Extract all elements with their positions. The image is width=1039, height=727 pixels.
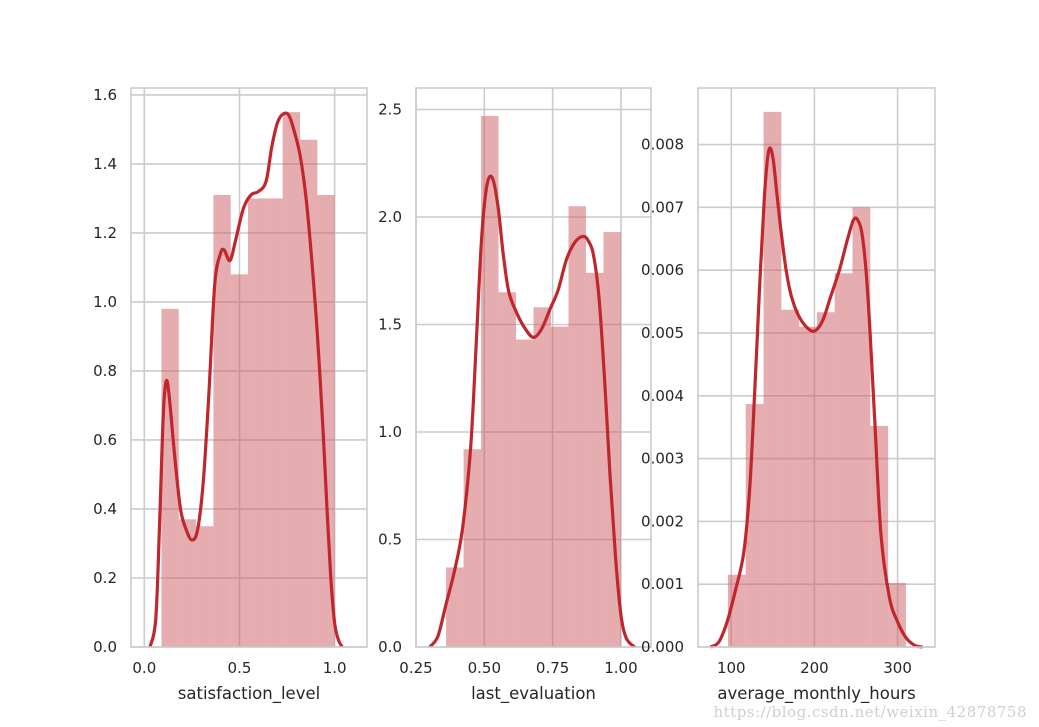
histogram-bar bbox=[196, 526, 214, 647]
histogram-bar bbox=[763, 111, 782, 647]
histogram-bar bbox=[870, 425, 889, 647]
y-tick-label: 2.0 bbox=[378, 208, 402, 226]
axes-frame bbox=[415, 87, 652, 648]
x-tick-label: 200 bbox=[800, 659, 829, 677]
y-tick-label: 0.004 bbox=[641, 387, 684, 405]
axes-frame bbox=[130, 87, 368, 648]
x-axis-label: satisfaction_level bbox=[178, 684, 320, 704]
y-tick-label: 0.000 bbox=[641, 638, 684, 656]
histogram-bar bbox=[533, 307, 551, 647]
y-tick-label: 0.0 bbox=[378, 638, 402, 656]
y-tick-label: 0.0 bbox=[93, 638, 117, 656]
kde-curve bbox=[428, 174, 636, 649]
axes-frame bbox=[697, 87, 936, 648]
y-tick-label: 2.5 bbox=[378, 101, 402, 119]
x-tick-label: 1.0 bbox=[323, 659, 347, 677]
histogram-bar bbox=[603, 232, 621, 648]
y-tick-label: 1.4 bbox=[93, 155, 117, 173]
x-tick-label: 100 bbox=[717, 659, 746, 677]
x-tick-label: 1.00 bbox=[604, 659, 637, 677]
kde-curve bbox=[709, 146, 923, 649]
histogram-bar bbox=[265, 198, 283, 648]
histogram-bar bbox=[446, 567, 464, 647]
y-tick-label: 0.4 bbox=[93, 500, 117, 518]
subplot-average_monthly_hours: 0.000 0.001 0.002 0.003 0.004 0.005 0.006 0.007… bbox=[641, 87, 936, 704]
histogram-bar bbox=[816, 312, 835, 647]
y-tick-label: 0.002 bbox=[641, 512, 684, 530]
y-tick-label: 1.5 bbox=[378, 316, 402, 334]
x-tick-label: 0.0 bbox=[132, 659, 156, 677]
kde-curve bbox=[148, 111, 344, 648]
y-tick-label: 0.007 bbox=[641, 198, 684, 216]
histogram-bar bbox=[230, 274, 249, 647]
histogram-bar bbox=[463, 449, 482, 647]
y-tick-label: 1.0 bbox=[378, 423, 402, 441]
histogram-bar bbox=[516, 339, 534, 647]
histogram-bar bbox=[178, 519, 197, 647]
y-tick-label: 0.001 bbox=[641, 575, 684, 593]
histogram-bar bbox=[799, 326, 817, 647]
y-tick-label: 0.005 bbox=[641, 324, 684, 342]
histogram-bar bbox=[481, 115, 499, 647]
histogram-bar bbox=[781, 309, 800, 647]
histogram-bar bbox=[317, 194, 335, 648]
histogram-bar bbox=[550, 326, 569, 647]
watermark-text: https://blog.csdn.net/weixin_42878758 bbox=[713, 703, 1027, 721]
y-tick-label: 0.2 bbox=[93, 569, 117, 587]
histogram-bar bbox=[568, 206, 586, 647]
histogram-bar bbox=[888, 582, 906, 647]
histogram-bar bbox=[745, 403, 764, 647]
y-tick-label: 0.008 bbox=[641, 136, 684, 154]
histogram-bar bbox=[248, 198, 266, 648]
histogram-bar bbox=[727, 574, 746, 647]
y-tick-label: 1.2 bbox=[93, 224, 117, 242]
histogram-bar bbox=[852, 207, 871, 647]
x-tick-label: 0.50 bbox=[468, 659, 501, 677]
x-tick-label: 0.5 bbox=[228, 659, 252, 677]
subplot-satisfaction_level: 0.00.20.40.60.81.01.21.41.60.0 0.5 1.0sati… bbox=[93, 86, 368, 704]
y-tick-label: 0.006 bbox=[641, 261, 684, 279]
x-tick-label: 0.25 bbox=[399, 659, 432, 677]
histogram-bar bbox=[213, 194, 231, 648]
x-tick-label: 0.75 bbox=[536, 659, 569, 677]
subplot-last_evaluation: 0.0 0.5 1.0 1.5 2.0 2.5 0.25 0.50 0.75 1.00 last_e… bbox=[378, 87, 652, 704]
x-axis-label: average_monthly_hours bbox=[717, 684, 915, 704]
x-tick-label: 300 bbox=[883, 659, 912, 677]
histogram-bar bbox=[585, 272, 604, 647]
y-tick-label: 1.6 bbox=[93, 86, 117, 104]
histogram-bar bbox=[282, 112, 301, 648]
y-tick-label: 0.6 bbox=[93, 431, 117, 449]
histogram-bar bbox=[498, 292, 517, 647]
x-axis-label: last_evaluation bbox=[471, 684, 596, 704]
y-tick-label: 0.8 bbox=[93, 362, 117, 380]
y-tick-label: 0.003 bbox=[641, 450, 684, 468]
histogram-bar bbox=[834, 273, 853, 647]
y-tick-label: 1.0 bbox=[93, 293, 117, 311]
y-tick-label: 0.5 bbox=[378, 531, 402, 549]
